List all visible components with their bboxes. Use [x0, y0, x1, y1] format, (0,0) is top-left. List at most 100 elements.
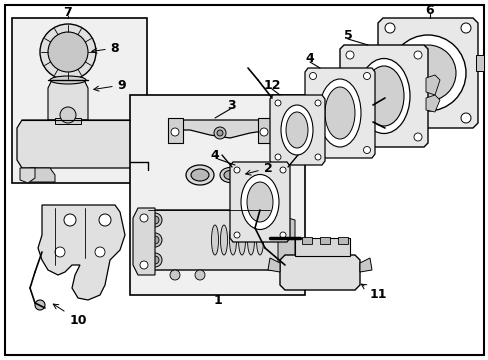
Ellipse shape [256, 225, 263, 255]
Circle shape [148, 253, 162, 267]
Circle shape [314, 154, 320, 160]
Polygon shape [20, 168, 35, 183]
Polygon shape [305, 68, 374, 158]
Circle shape [151, 216, 159, 224]
Circle shape [170, 270, 180, 280]
Ellipse shape [185, 165, 214, 185]
Ellipse shape [229, 225, 236, 255]
Circle shape [195, 270, 204, 280]
Ellipse shape [325, 87, 354, 139]
Circle shape [148, 213, 162, 227]
Text: 10: 10 [53, 304, 86, 327]
Ellipse shape [241, 175, 279, 230]
Circle shape [55, 247, 65, 257]
Polygon shape [359, 258, 371, 272]
Text: 4: 4 [305, 51, 314, 64]
Bar [475, 55, 483, 71]
Ellipse shape [220, 225, 227, 255]
Ellipse shape [211, 225, 218, 255]
Circle shape [217, 130, 223, 136]
Bar [12, 18, 147, 183]
Circle shape [460, 23, 470, 33]
Polygon shape [168, 118, 183, 143]
Polygon shape [269, 95, 325, 165]
Circle shape [40, 24, 96, 80]
Ellipse shape [50, 76, 86, 84]
Circle shape [363, 147, 370, 153]
Text: 2: 2 [245, 162, 272, 175]
Text: 1: 1 [213, 293, 222, 306]
Circle shape [413, 133, 421, 141]
Polygon shape [38, 205, 125, 300]
Circle shape [151, 256, 159, 264]
Polygon shape [280, 255, 359, 290]
Polygon shape [133, 208, 155, 275]
Ellipse shape [191, 169, 208, 181]
Circle shape [399, 45, 455, 101]
Ellipse shape [246, 182, 272, 222]
Circle shape [384, 23, 394, 33]
Circle shape [346, 133, 353, 141]
Text: 7: 7 [63, 5, 72, 18]
Ellipse shape [281, 105, 312, 155]
Circle shape [389, 35, 465, 111]
Polygon shape [17, 120, 135, 168]
Ellipse shape [357, 59, 409, 134]
Circle shape [140, 214, 148, 222]
Text: 8: 8 [92, 41, 119, 54]
Bar [302, 237, 311, 244]
Polygon shape [425, 75, 439, 95]
Ellipse shape [238, 225, 245, 255]
Circle shape [460, 113, 470, 123]
Polygon shape [425, 95, 439, 112]
Polygon shape [170, 120, 269, 138]
Circle shape [48, 32, 88, 72]
Polygon shape [339, 45, 427, 147]
Circle shape [35, 300, 45, 310]
Bar [130, 95, 305, 295]
Ellipse shape [220, 167, 240, 183]
Circle shape [151, 236, 159, 244]
Ellipse shape [224, 171, 236, 180]
Polygon shape [278, 215, 294, 270]
Circle shape [234, 232, 240, 238]
Text: 11: 11 [361, 284, 386, 302]
Polygon shape [142, 210, 285, 270]
Text: 4: 4 [210, 149, 219, 162]
Circle shape [60, 107, 76, 123]
Text: 3: 3 [227, 99, 236, 112]
Circle shape [346, 51, 353, 59]
Ellipse shape [318, 79, 360, 147]
Circle shape [280, 232, 285, 238]
Circle shape [99, 214, 111, 226]
Circle shape [413, 51, 421, 59]
Circle shape [280, 167, 285, 173]
Polygon shape [377, 18, 477, 128]
Circle shape [148, 233, 162, 247]
Circle shape [214, 127, 225, 139]
Bar [337, 237, 347, 244]
Circle shape [95, 247, 105, 257]
Polygon shape [25, 168, 55, 182]
Circle shape [260, 128, 267, 136]
Circle shape [64, 214, 76, 226]
Polygon shape [229, 162, 289, 242]
Circle shape [171, 128, 179, 136]
Text: 6: 6 [425, 4, 433, 17]
Polygon shape [258, 118, 272, 143]
Text: 9: 9 [94, 78, 126, 91]
Circle shape [274, 100, 281, 106]
Circle shape [314, 100, 320, 106]
Circle shape [140, 261, 148, 269]
Circle shape [309, 72, 316, 80]
Circle shape [234, 167, 240, 173]
Bar [294, 238, 349, 256]
Ellipse shape [247, 225, 254, 255]
Text: 12: 12 [263, 78, 280, 91]
Circle shape [274, 154, 281, 160]
Bar [319, 237, 329, 244]
Circle shape [363, 72, 370, 80]
Polygon shape [267, 258, 280, 272]
Circle shape [384, 113, 394, 123]
Ellipse shape [285, 112, 307, 148]
